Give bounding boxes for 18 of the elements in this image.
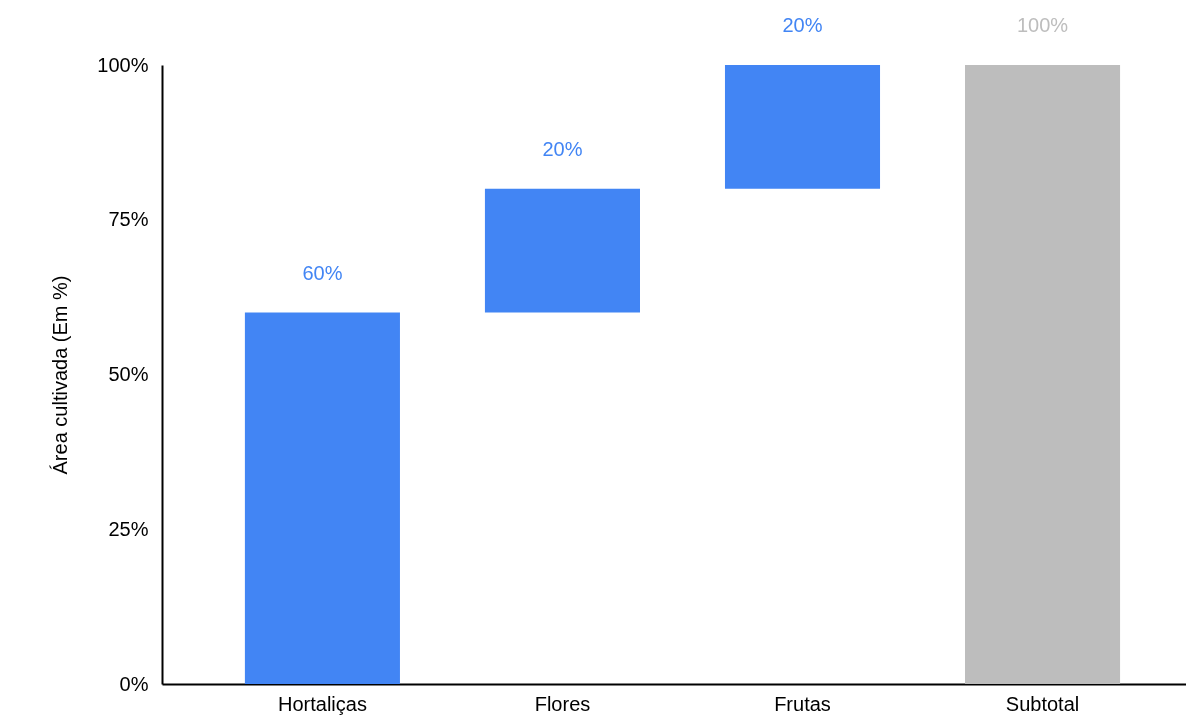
bar [244,312,400,684]
x-tick-label: Hortaliças [277,692,367,715]
x-tick-label: Frutas [774,692,831,715]
y-tick-label: 0% [119,672,149,695]
data-label: 60% [302,261,343,284]
y-tick-label: 75% [108,208,149,231]
data-label: 100% [1016,14,1069,36]
x-tick-label: Flores [534,692,591,715]
x-tick-label: Subtotal [1005,692,1080,715]
data-label: 20% [542,137,583,160]
y-tick-label: 25% [108,517,149,540]
bar [724,65,881,189]
y-axis-title: Área cultivada (Em %) [49,275,72,475]
y-tick-label: 100% [97,53,149,76]
data-label: 20% [782,14,823,36]
bar [965,65,1121,684]
y-tick-label: 50% [108,363,149,385]
bar [484,188,640,313]
